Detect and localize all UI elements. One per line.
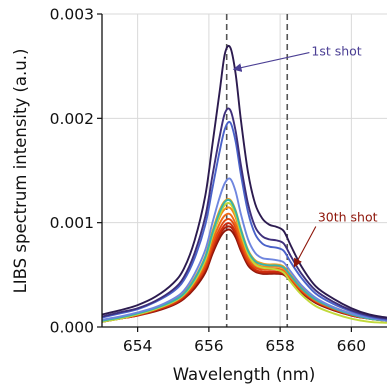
reference-lines [225,14,289,327]
y-tick-label-3: 0.003 [50,6,94,24]
annotation-arrow-2 [293,226,317,268]
x-tick-label-2: 658 [265,337,295,355]
annotations-layer: 1st shot 30th shot [232,44,378,268]
series-line-5 [102,198,387,322]
annotation-arrow-1 [232,52,310,72]
series-line-3 [102,120,387,321]
series-layer [102,44,387,324]
series-line-1 [102,44,387,319]
annotation-label-1: 1st shot [311,44,361,59]
x-axis-label: Wavelength (nm) [173,365,316,384]
y-tick-label-1: 0.001 [50,214,94,232]
y-tick-label-0: 0.000 [50,319,94,337]
tick-labels: 654 656 658 660 0.000 0.001 0.002 0.003 [50,6,367,356]
x-tick-label-3: 660 [337,337,367,355]
y-tick-label-2: 0.002 [50,110,94,128]
x-tick-label-0: 654 [123,337,153,355]
grid-layer [102,13,387,328]
series-line-2 [102,107,387,320]
axes-layer [97,13,387,332]
series-line-4 [102,177,387,322]
x-tick-label-1: 656 [194,337,224,355]
annotation-label-2: 30th shot [318,209,378,224]
y-axis-label: LIBS spectrum intensity (a.u.) [11,49,30,294]
